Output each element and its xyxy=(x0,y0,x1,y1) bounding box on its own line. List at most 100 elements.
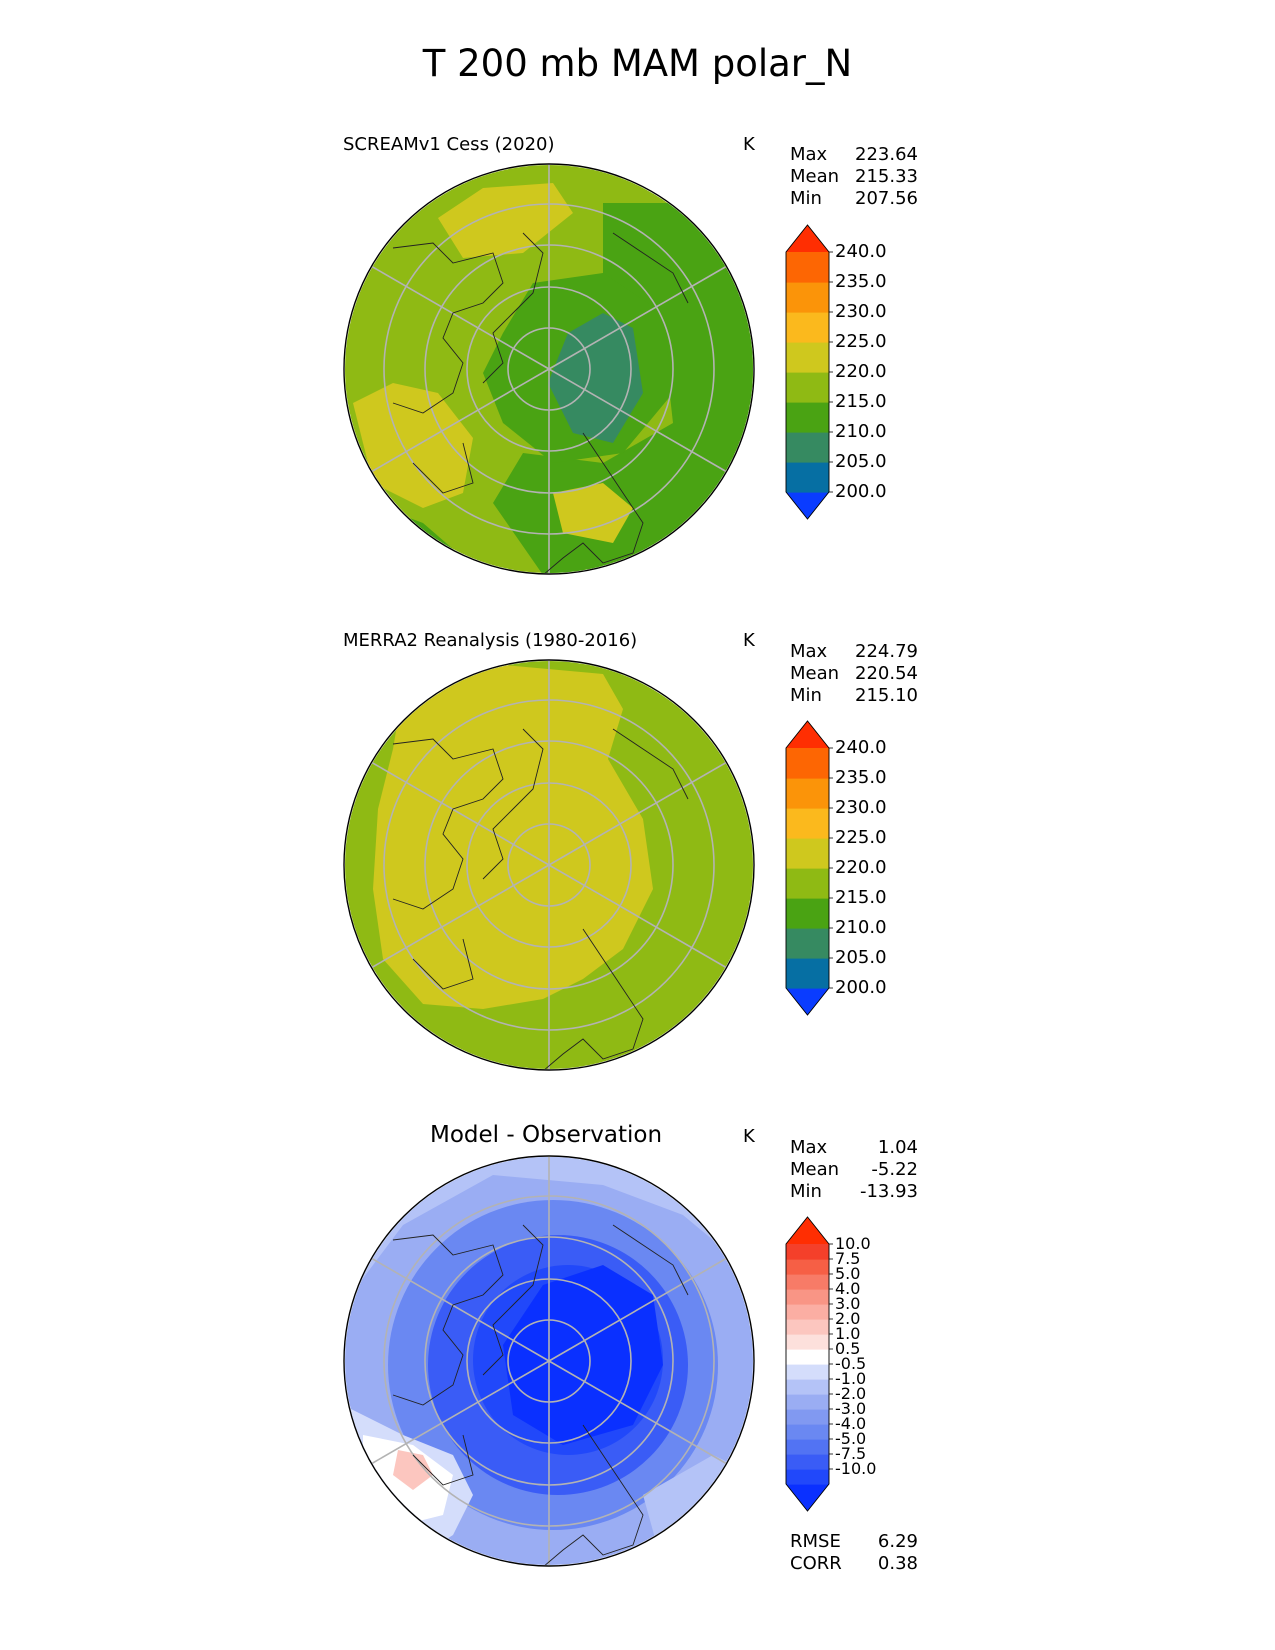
colorbar-extend-min xyxy=(786,988,829,1015)
stat-value: 207.56 xyxy=(855,188,918,209)
colorbar-segment xyxy=(786,432,829,463)
colorbar-tick-label: 215.0 xyxy=(835,887,887,908)
colorbar-tick-label: -3.0 xyxy=(835,1399,867,1418)
colorbar-segment xyxy=(786,1349,829,1365)
colorbar-extend-max xyxy=(786,721,829,748)
panel-title: SCREAMv1 Cess (2020) xyxy=(343,134,555,155)
stat-value: 223.64 xyxy=(855,144,918,165)
colorbar-observation xyxy=(785,720,833,1016)
colorbar-extend-min xyxy=(786,1484,829,1511)
stat-value: 215.10 xyxy=(855,685,918,706)
stat-label: Mean xyxy=(790,1159,840,1180)
colorbar-tick-label: 235.0 xyxy=(835,271,887,292)
colorbar-tick-label: 205.0 xyxy=(835,947,887,968)
colorbar-tick-label: 0.5 xyxy=(835,1339,861,1358)
colorbar-segment xyxy=(786,868,829,899)
colorbar-segment xyxy=(786,1319,829,1335)
colorbar-tick-label: -2.0 xyxy=(835,1384,867,1403)
metric-value: 0.38 xyxy=(877,1553,918,1574)
colorbar-segment xyxy=(786,1454,829,1470)
stat-label: Max xyxy=(790,641,828,662)
colorbar-tick-label: 240.0 xyxy=(835,737,887,758)
colorbar-segment xyxy=(786,958,829,989)
colorbar-tick-label: 4.0 xyxy=(835,1279,861,1298)
stat-label: Min xyxy=(790,1181,822,1202)
colorbar-segment xyxy=(786,372,829,403)
colorbar-tick-label: 200.0 xyxy=(835,481,887,502)
unit-label: K xyxy=(743,1126,755,1147)
colorbar-tick-label: 235.0 xyxy=(835,767,887,788)
stat-label: Mean xyxy=(790,663,840,684)
stats-block: Max 224.79 Mean 220.54 Min 215.10 xyxy=(790,641,918,707)
colorbar-segment xyxy=(786,342,829,373)
stat-value: -5.22 xyxy=(871,1159,918,1180)
metric-label: CORR xyxy=(790,1553,842,1574)
colorbar-segment xyxy=(786,1364,829,1380)
colorbar-segment xyxy=(786,1274,829,1290)
stat-label: Max xyxy=(790,144,828,165)
colorbar-tick-label: 215.0 xyxy=(835,391,887,412)
colorbar-extend-max xyxy=(786,225,829,252)
colorbar-tick-label: -7.5 xyxy=(835,1444,867,1463)
colorbar-extend-max xyxy=(786,1217,829,1244)
colorbar-outline xyxy=(785,1216,830,1512)
colorbar-segment xyxy=(786,1394,829,1410)
colorbar-segment xyxy=(786,252,829,283)
stat-label: Max xyxy=(790,1137,828,1158)
metrics-block: RMSE 6.29 CORR 0.38 xyxy=(790,1531,918,1575)
colorbar-tick-label: 2.0 xyxy=(835,1309,861,1328)
colorbar-segment xyxy=(786,462,829,493)
colorbar-segment xyxy=(786,808,829,839)
figure-title: T 200 mb MAM polar_N xyxy=(422,42,853,85)
colorbar-tick-label: 10.0 xyxy=(835,1234,871,1253)
colorbar-tick-label: 5.0 xyxy=(835,1264,861,1283)
stat-value: 224.79 xyxy=(855,641,918,662)
stat-label: Mean xyxy=(790,166,840,187)
colorbar-difference xyxy=(785,1216,833,1512)
colorbar-segment xyxy=(786,1334,829,1350)
polar-map-difference xyxy=(343,1155,755,1567)
stats-block: Max 1.04 Mean -5.22 Min -13.93 xyxy=(790,1137,918,1203)
colorbar-tick-label: 205.0 xyxy=(835,451,887,472)
stat-label: Min xyxy=(790,685,822,706)
colorbar-tick-label: 210.0 xyxy=(835,917,887,938)
colorbar-segment xyxy=(786,312,829,343)
colorbar-tick-label: 7.5 xyxy=(835,1249,861,1268)
colorbar-tick-label: -1.0 xyxy=(835,1369,867,1388)
colorbar-segment xyxy=(786,1439,829,1455)
polar-map-model xyxy=(343,163,755,575)
colorbar-tick-label: 220.0 xyxy=(835,857,887,878)
stat-value: 220.54 xyxy=(855,663,918,684)
colorbar-segment xyxy=(786,1409,829,1425)
colorbar-tick-label: 240.0 xyxy=(835,241,887,262)
panel-title: MERRA2 Reanalysis (1980-2016) xyxy=(343,630,638,651)
colorbar-model xyxy=(785,224,833,520)
colorbar-segment xyxy=(786,282,829,313)
colorbar-segment xyxy=(786,778,829,809)
colorbar-segment xyxy=(786,1259,829,1275)
stat-value: -13.93 xyxy=(859,1181,918,1202)
stat-value: 1.04 xyxy=(877,1137,918,1158)
colorbar-tick-label: 1.0 xyxy=(835,1324,861,1343)
metric-value: 6.29 xyxy=(877,1531,918,1552)
colorbar-tick-label: -10.0 xyxy=(835,1459,877,1478)
panel-title: Model - Observation xyxy=(430,1122,663,1148)
unit-label: K xyxy=(743,630,755,651)
colorbar-segment xyxy=(786,1424,829,1440)
unit-label: K xyxy=(743,134,755,155)
colorbar-segment xyxy=(786,1289,829,1305)
colorbar-segment xyxy=(786,402,829,433)
colorbar-tick-label: 230.0 xyxy=(835,797,887,818)
colorbar-tick-label: 225.0 xyxy=(835,827,887,848)
stat-value: 215.33 xyxy=(855,166,918,187)
colorbar-segment xyxy=(786,1244,829,1260)
colorbar-segment xyxy=(786,928,829,959)
colorbar-segment xyxy=(786,1469,829,1485)
colorbar-tick-label: 220.0 xyxy=(835,361,887,382)
colorbar-tick-label: 200.0 xyxy=(835,977,887,998)
colorbar-segment xyxy=(786,1379,829,1395)
colorbar-tick-label: -5.0 xyxy=(835,1429,867,1448)
colorbar-tick-label: -0.5 xyxy=(835,1354,867,1373)
colorbar-tick-label: -4.0 xyxy=(835,1414,867,1433)
stats-block: Max 223.64 Mean 215.33 Min 207.56 xyxy=(790,144,918,210)
